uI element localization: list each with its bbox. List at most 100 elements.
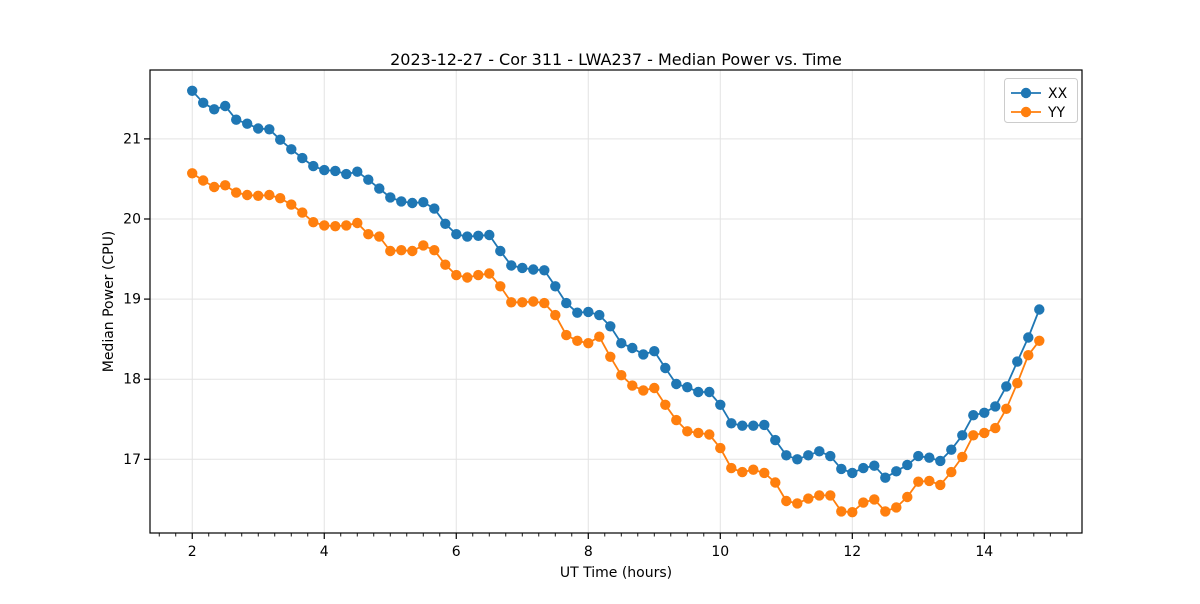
data-point-yy — [220, 180, 231, 191]
x-tick-label: 14 — [975, 544, 993, 560]
data-point-xx — [737, 420, 748, 431]
data-point-xx — [836, 463, 847, 475]
series-yy — [187, 168, 1045, 518]
data-point-xx — [363, 174, 374, 185]
data-point-xx — [561, 297, 572, 309]
grid — [150, 70, 1082, 533]
data-point-yy — [1012, 378, 1023, 389]
data-point-xx — [715, 399, 726, 410]
legend-sample-marker-xx — [1020, 87, 1032, 99]
data-point-yy — [352, 217, 363, 229]
data-point-xx — [935, 455, 946, 467]
data-point-yy — [693, 427, 704, 439]
data-point-xx — [1001, 381, 1012, 392]
data-point-xx — [429, 203, 440, 214]
data-point-yy — [594, 331, 605, 342]
data-point-yy — [429, 245, 440, 256]
x-tick-label: 4 — [320, 544, 329, 560]
data-point-xx — [770, 434, 781, 446]
x-axis-label: UT Time (hours) — [560, 565, 672, 581]
data-point-xx — [319, 164, 330, 176]
data-point-yy — [803, 493, 814, 504]
data-point-xx — [385, 192, 396, 203]
data-point-xx — [869, 460, 880, 471]
data-point-xx — [803, 450, 814, 461]
data-point-xx — [693, 386, 704, 398]
data-point-yy — [187, 168, 198, 179]
data-point-xx — [209, 104, 220, 115]
data-point-yy — [396, 245, 407, 256]
data-point-xx — [407, 197, 418, 209]
data-point-yy — [462, 272, 473, 283]
data-point-yy — [550, 309, 561, 321]
data-point-xx — [220, 100, 231, 112]
data-point-xx — [825, 450, 836, 462]
data-point-xx — [704, 386, 715, 398]
data-point-yy — [737, 466, 748, 478]
x-tick-label: 10 — [711, 544, 729, 560]
data-point-xx — [231, 114, 242, 125]
data-point-yy — [704, 429, 715, 440]
data-point-yy — [913, 476, 924, 487]
data-point-xx — [528, 264, 539, 275]
data-point-xx — [341, 168, 352, 180]
data-point-xx — [1023, 332, 1034, 343]
data-point-yy — [385, 245, 396, 257]
data-point-xx — [583, 306, 594, 318]
data-point-yy — [616, 370, 627, 381]
data-point-xx — [891, 466, 902, 477]
data-point-yy — [814, 490, 825, 501]
legend: XX YY — [1004, 78, 1078, 123]
data-point-yy — [209, 181, 220, 193]
data-point-yy — [605, 351, 616, 362]
data-point-xx — [187, 85, 198, 97]
data-point-xx — [979, 407, 990, 418]
x-tick-label: 6 — [452, 544, 461, 560]
data-point-xx — [352, 166, 363, 177]
data-point-yy — [946, 466, 957, 478]
y-tick-label: 21 — [123, 131, 141, 147]
data-point-xx — [913, 450, 924, 462]
x-tick-label: 2 — [188, 544, 197, 560]
data-point-yy — [198, 175, 209, 186]
data-point-yy — [968, 430, 979, 441]
data-point-xx — [660, 362, 671, 374]
data-point-xx — [506, 260, 517, 271]
data-point-yy — [583, 338, 594, 349]
data-point-yy — [935, 479, 946, 491]
data-point-xx — [517, 262, 528, 274]
data-point-yy — [759, 467, 770, 479]
y-tick-label: 20 — [123, 211, 141, 227]
data-series — [187, 85, 1045, 518]
data-point-xx — [616, 338, 627, 349]
data-point-yy — [286, 199, 297, 210]
data-point-yy — [957, 451, 968, 463]
data-point-xx — [880, 472, 891, 483]
data-point-yy — [539, 297, 550, 309]
data-point-yy — [649, 382, 660, 394]
data-point-yy — [253, 190, 264, 201]
data-point-xx — [946, 444, 957, 455]
data-point-yy — [979, 427, 990, 439]
y-tick-label: 18 — [123, 372, 141, 388]
data-point-yy — [495, 281, 506, 292]
data-point-yy — [506, 297, 517, 308]
data-point-xx — [792, 454, 803, 465]
data-point-yy — [297, 207, 308, 218]
data-point-xx — [957, 430, 968, 441]
chart-title: 2023-12-27 - Cor 311 - LWA237 - Median P… — [390, 50, 842, 69]
axes-ticks: 2 4 6 8 10 12 14 17 18 19 20 21 — [123, 131, 1068, 560]
data-point-yy — [363, 229, 374, 240]
data-point-xx — [759, 419, 770, 431]
data-point-yy — [880, 506, 891, 517]
data-point-yy — [660, 399, 671, 410]
y-axis-label: Median Power (CPU) — [101, 231, 117, 373]
data-point-yy — [484, 268, 495, 279]
data-point-xx — [253, 123, 264, 134]
legend-sample-marker-yy — [1020, 106, 1032, 118]
data-point-yy — [858, 497, 869, 508]
data-point-xx — [572, 307, 583, 318]
data-point-yy — [374, 231, 385, 242]
data-point-xx — [418, 197, 429, 208]
data-point-yy — [418, 240, 429, 251]
